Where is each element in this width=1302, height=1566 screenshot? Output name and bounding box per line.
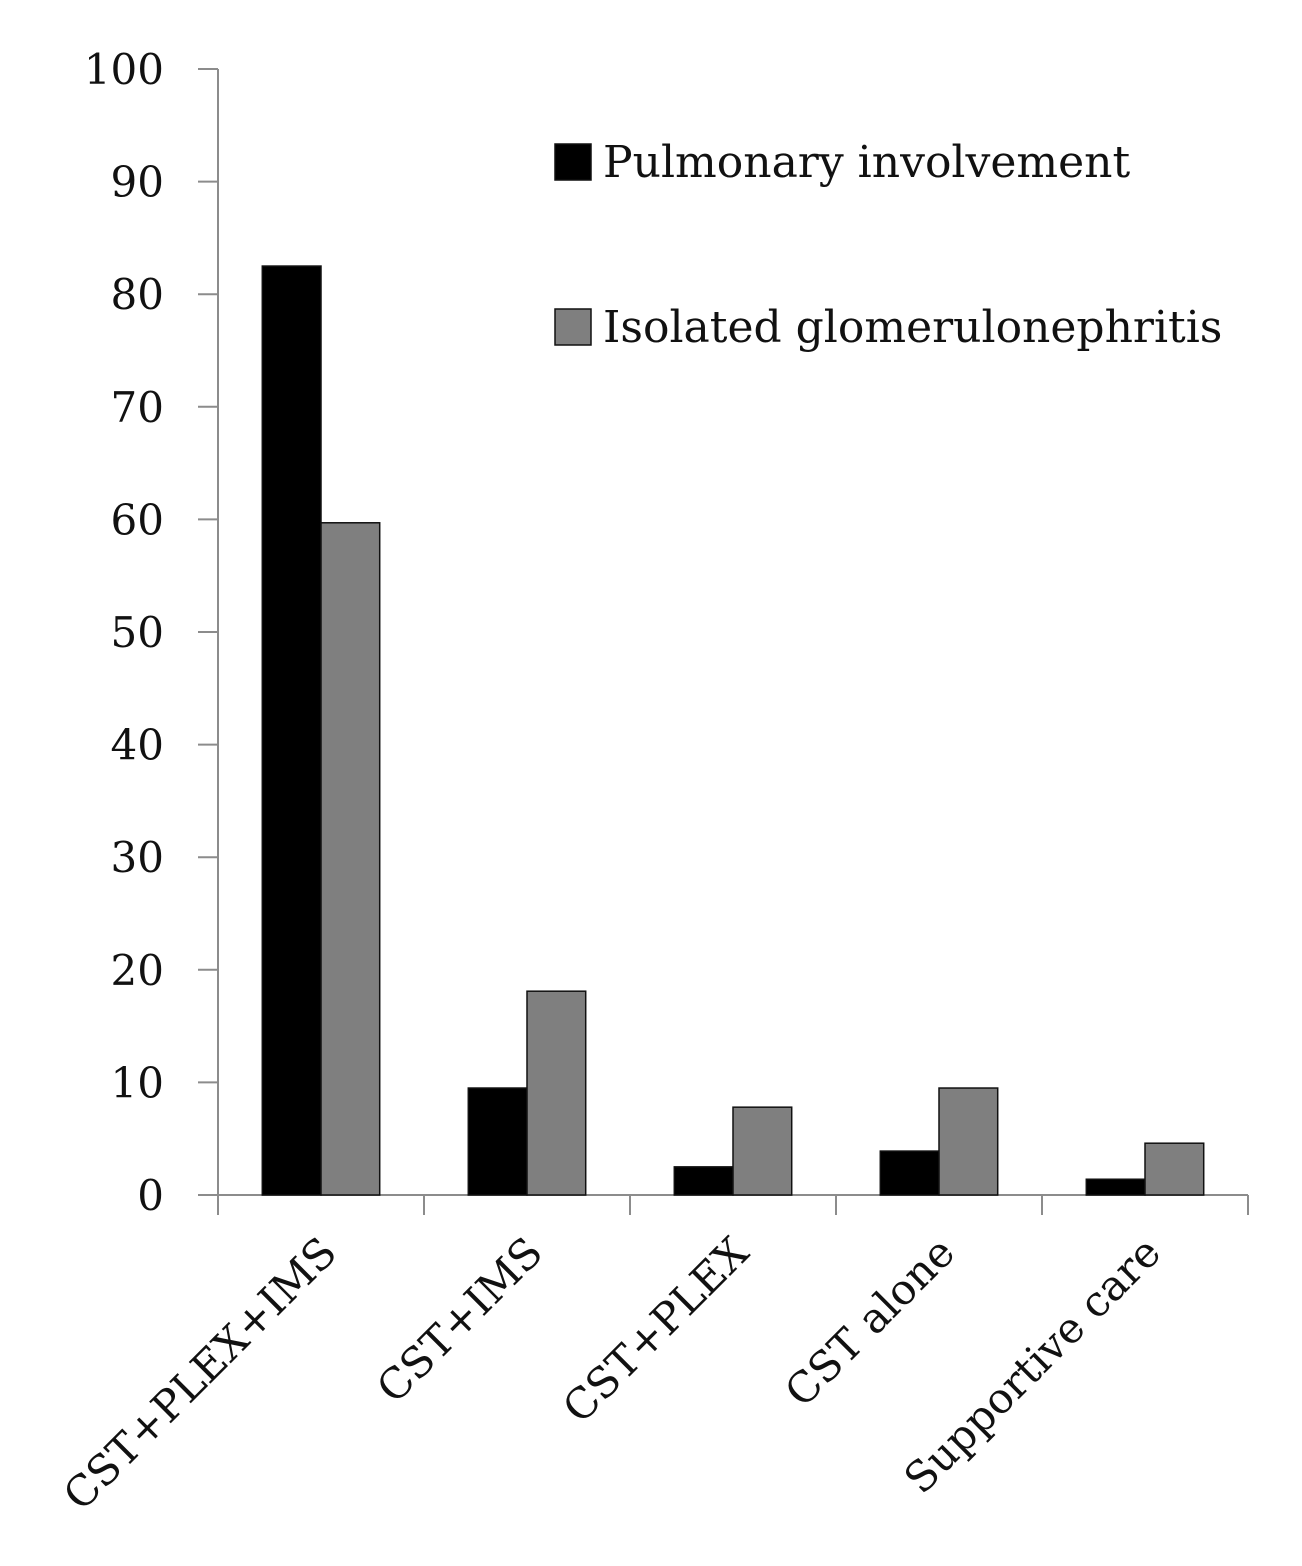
y-tick-label: 60: [111, 495, 164, 544]
legend-label-0: Pulmonary involvement: [603, 137, 1131, 188]
bar-isolated-gn-2: [732, 1106, 793, 1196]
bar-isolated-gn-3: [938, 1087, 999, 1196]
bar-pulmonary-1: [467, 1087, 528, 1196]
x-tick-label: CST alone: [775, 1227, 964, 1416]
chart-bars: [261, 265, 1205, 1196]
chart-legend: Pulmonary involvement Isolated glomerulon…: [554, 137, 1222, 353]
bar-pulmonary-0: [261, 265, 322, 1196]
legend-swatch-1: [554, 308, 592, 346]
y-tick-label: 50: [111, 608, 164, 657]
bar-isolated-gn-0: [320, 522, 381, 1196]
y-tick-label: 30: [111, 833, 164, 882]
y-tick-label: 20: [111, 946, 164, 995]
x-tick-label: CST+IMS: [367, 1227, 552, 1412]
bar-pulmonary-2: [673, 1166, 734, 1196]
y-tick-label: 100: [84, 45, 164, 94]
x-axis-ticks: CST+PLEX+IMS CST+IMS CST+PLEX CST aloneSupp…: [54, 1195, 1249, 1520]
y-tick-label: 70: [111, 383, 164, 432]
x-tick-label: CST+PLEX+IMS: [54, 1227, 346, 1519]
y-tick-label: 10: [111, 1058, 164, 1107]
y-tick-label: 40: [111, 721, 164, 770]
bar-pulmonary-3: [879, 1150, 940, 1196]
bar-isolated-gn-1: [526, 990, 587, 1196]
bar-pulmonary-4: [1085, 1178, 1146, 1196]
y-tick-label: 90: [111, 158, 164, 207]
y-tick-label: 0: [137, 1171, 164, 1220]
legend-label-1: Isolated glomerulonephritis: [603, 302, 1222, 353]
y-tick-label: 80: [111, 270, 164, 319]
y-axis-ticks: 0 10 20 30 40 50 60 70 80 90 100: [84, 45, 218, 1220]
legend-swatch-0: [554, 143, 592, 181]
bar-isolated-gn-4: [1144, 1142, 1205, 1196]
x-tick-label: CST+PLEX: [553, 1227, 758, 1432]
